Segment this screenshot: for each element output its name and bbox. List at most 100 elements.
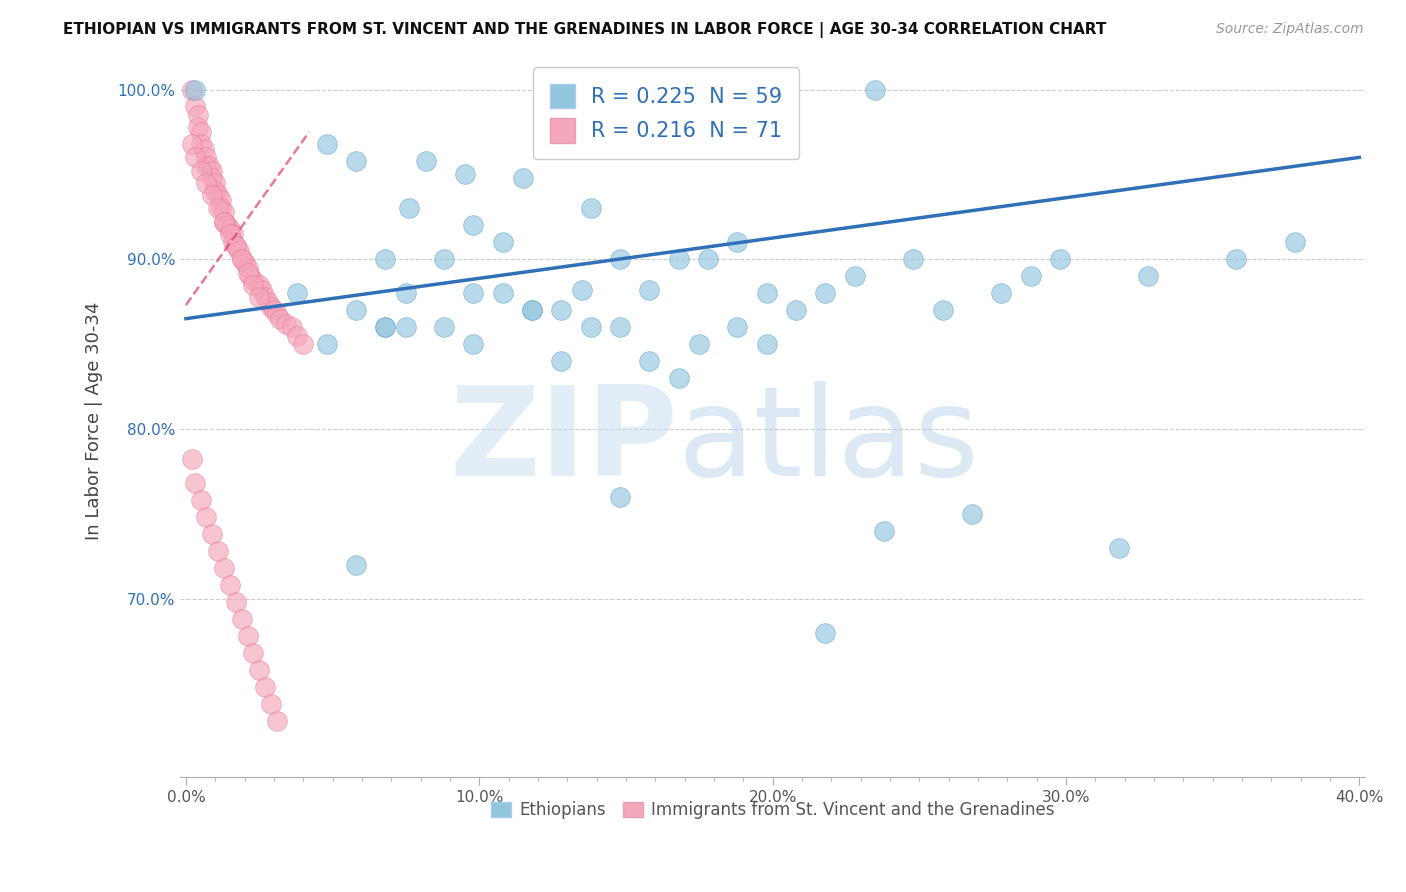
Point	[374, 320, 396, 334]
Point	[247, 289, 270, 303]
Point	[190, 164, 212, 178]
Point	[755, 286, 778, 301]
Point	[212, 204, 235, 219]
Point	[344, 303, 367, 318]
Point	[204, 176, 226, 190]
Point	[725, 235, 748, 250]
Point	[990, 286, 1012, 301]
Point	[254, 289, 277, 303]
Point	[550, 303, 572, 318]
Point	[520, 303, 543, 318]
Point	[215, 219, 238, 233]
Point	[207, 202, 229, 216]
Point	[247, 663, 270, 677]
Point	[225, 595, 247, 609]
Point	[374, 252, 396, 267]
Point	[193, 142, 215, 156]
Point	[231, 612, 253, 626]
Point	[195, 159, 218, 173]
Point	[463, 286, 485, 301]
Point	[212, 561, 235, 575]
Point	[198, 159, 221, 173]
Point	[219, 578, 242, 592]
Point	[638, 354, 661, 368]
Point	[755, 337, 778, 351]
Point	[609, 252, 631, 267]
Point	[697, 252, 720, 267]
Point	[180, 452, 202, 467]
Point	[814, 286, 837, 301]
Point	[190, 136, 212, 151]
Point	[225, 238, 247, 252]
Point	[201, 164, 224, 178]
Point	[571, 283, 593, 297]
Point	[219, 227, 242, 241]
Point	[395, 320, 418, 334]
Point	[195, 176, 218, 190]
Point	[183, 150, 205, 164]
Point	[287, 328, 309, 343]
Point	[233, 255, 256, 269]
Point	[785, 303, 807, 318]
Point	[236, 260, 259, 275]
Point	[257, 294, 280, 309]
Text: Source: ZipAtlas.com: Source: ZipAtlas.com	[1216, 22, 1364, 37]
Y-axis label: In Labor Force | Age 30-34: In Labor Force | Age 30-34	[86, 301, 103, 540]
Point	[315, 337, 337, 351]
Point	[873, 524, 896, 538]
Point	[609, 490, 631, 504]
Point	[433, 252, 456, 267]
Point	[242, 277, 264, 292]
Point	[180, 82, 202, 96]
Point	[266, 714, 288, 728]
Point	[492, 286, 515, 301]
Point	[1108, 541, 1130, 555]
Point	[512, 170, 534, 185]
Point	[638, 283, 661, 297]
Point	[814, 625, 837, 640]
Point	[195, 150, 218, 164]
Point	[219, 221, 242, 235]
Point	[201, 527, 224, 541]
Point	[187, 120, 209, 134]
Point	[1284, 235, 1306, 250]
Text: ETHIOPIAN VS IMMIGRANTS FROM ST. VINCENT AND THE GRENADINES IN LABOR FORCE | AGE: ETHIOPIAN VS IMMIGRANTS FROM ST. VINCENT…	[63, 22, 1107, 38]
Point	[865, 82, 887, 96]
Point	[463, 219, 485, 233]
Point	[668, 252, 690, 267]
Point	[263, 303, 285, 318]
Text: atlas: atlas	[678, 382, 980, 502]
Point	[183, 476, 205, 491]
Point	[1137, 269, 1160, 284]
Point	[183, 82, 205, 96]
Point	[292, 337, 315, 351]
Point	[222, 227, 245, 241]
Point	[195, 510, 218, 524]
Point	[960, 507, 983, 521]
Point	[207, 187, 229, 202]
Point	[433, 320, 456, 334]
Point	[236, 629, 259, 643]
Point	[260, 300, 283, 314]
Point	[688, 337, 710, 351]
Point	[260, 697, 283, 711]
Point	[550, 354, 572, 368]
Point	[204, 185, 226, 199]
Point	[209, 202, 232, 216]
Point	[520, 303, 543, 318]
Point	[492, 235, 515, 250]
Point	[190, 125, 212, 139]
Point	[932, 303, 955, 318]
Point	[225, 238, 247, 252]
Point	[250, 283, 273, 297]
Point	[274, 317, 297, 331]
Point	[236, 266, 259, 280]
Point	[725, 320, 748, 334]
Text: ZIP: ZIP	[449, 382, 678, 502]
Point	[222, 235, 245, 250]
Point	[398, 202, 420, 216]
Point	[1019, 269, 1042, 284]
Point	[254, 680, 277, 694]
Point	[190, 493, 212, 508]
Point	[239, 269, 262, 284]
